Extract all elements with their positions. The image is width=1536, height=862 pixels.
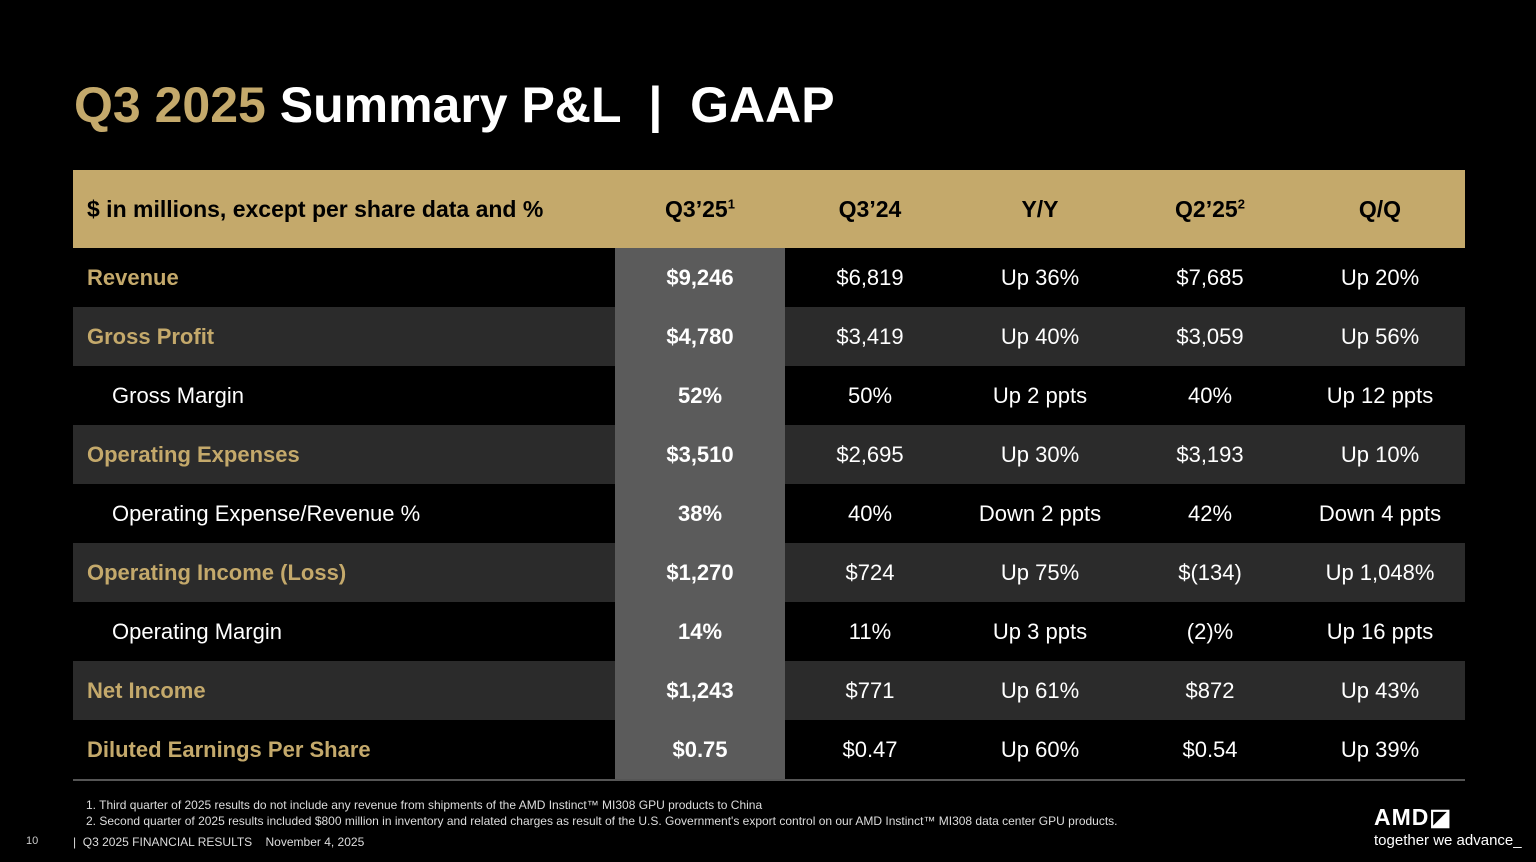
table-cell: (2)% xyxy=(1186,618,1234,644)
tagline: together we advance_ xyxy=(1374,832,1522,849)
page-title: Q3 2025 Summary P&L | GAAP xyxy=(74,76,835,134)
table-cell: $(134) xyxy=(1125,543,1295,602)
table-row: Operating Income (Loss) $1,270 $724 Up 75% $… xyxy=(73,543,1465,602)
row-label: Diluted Earnings Per Share xyxy=(73,720,615,781)
table-row: Operating Margin 14% 11% Up 3 ppts (2)% Up 16… xyxy=(73,602,1465,661)
table-header: $ in millions, except per share data and… xyxy=(73,170,1465,248)
table-cell: $1,243 xyxy=(615,661,785,720)
title-rest: Summary P&L | GAAP xyxy=(265,77,835,133)
table-cell: $724 xyxy=(785,543,955,602)
column-header-label: Y/Y xyxy=(1021,195,1059,222)
table-cell: $4,780 xyxy=(615,307,785,366)
footer-text: | Q3 2025 FINANCIAL RESULTS November 4, … xyxy=(73,835,365,849)
row-label: Gross Profit xyxy=(73,307,615,366)
table-cell: 52% xyxy=(615,366,785,425)
table-cell: $1,270 xyxy=(615,543,785,602)
table-cell: Up 2 ppts xyxy=(992,382,1088,408)
table-cell: $0.75 xyxy=(615,720,785,781)
table-cell: Up 60% xyxy=(955,720,1125,781)
column-header: Q3’251 xyxy=(615,170,785,248)
pl-table: $ in millions, except per share data and… xyxy=(73,170,1465,781)
table-cell: 11% xyxy=(848,618,892,644)
table-cell: Down 2 ppts xyxy=(978,500,1102,526)
table-row: Revenue $9,246 $6,819 Up 36% $7,685 Up 20% xyxy=(73,248,1465,307)
table-cell: Up 3 ppts xyxy=(992,618,1088,644)
row-label: Operating Expenses xyxy=(73,425,615,484)
row-label: Operating Expense/Revenue % xyxy=(112,500,421,526)
table-row: Net Income $1,243 $771 Up 61% $872 Up 43% xyxy=(73,661,1465,720)
column-header-label: Q3’24 xyxy=(838,195,902,222)
table-row: Operating Expenses $3,510 $2,695 Up 30% $3,1… xyxy=(73,425,1465,484)
table-cell: Up 36% xyxy=(1000,264,1080,290)
table-cell: $0.47 xyxy=(785,720,955,781)
column-header: Y/Y xyxy=(955,170,1125,248)
table-cell: Down 4 ppts xyxy=(1318,500,1442,526)
table-row: Gross Profit $4,780 $3,419 Up 40% $3,059 Up 5… xyxy=(73,307,1465,366)
column-header: Q/Q xyxy=(1295,170,1465,248)
table-cell: Up 43% xyxy=(1295,661,1465,720)
table-cell: Up 61% xyxy=(955,661,1125,720)
row-label: Revenue xyxy=(87,264,179,290)
table-cell: Up 20% xyxy=(1340,264,1420,290)
table-cell: Up 10% xyxy=(1295,425,1465,484)
table-cell: $2,695 xyxy=(785,425,955,484)
table-row: Gross Margin 52% 50% Up 2 ppts 40% Up 12 ppts xyxy=(73,366,1465,425)
table-cell: $872 xyxy=(1125,661,1295,720)
column-header: Q2’252 xyxy=(1125,170,1295,248)
footnote-ref: 2 xyxy=(1237,195,1245,211)
column-header-label: Q2’25 xyxy=(1175,195,1238,222)
page-number: 10 xyxy=(26,835,39,847)
table-cell: Up 75% xyxy=(955,543,1125,602)
table-row: Diluted Earnings Per Share $0.75 $0.47 Up 6… xyxy=(73,720,1465,781)
row-label: Gross Margin xyxy=(112,382,245,408)
table-cell: 50% xyxy=(847,382,893,408)
table-cell: Up 16 ppts xyxy=(1326,618,1434,644)
table-cell: 40% xyxy=(1187,382,1233,408)
table-cell: Up 56% xyxy=(1295,307,1465,366)
column-header-label: Q/Q xyxy=(1358,195,1402,222)
table-cell: $3,419 xyxy=(785,307,955,366)
footnote-1: 1. Third quarter of 2025 results do not … xyxy=(86,798,763,812)
column-header-label: Q3’25 xyxy=(665,195,728,222)
row-label: Operating Margin xyxy=(112,618,282,644)
table-cell: Up 12 ppts xyxy=(1326,382,1434,408)
logo-text: AMD xyxy=(1374,804,1430,830)
table-cell: Up 1,048% xyxy=(1295,543,1465,602)
footnote-2: 2. Second quarter of 2025 results includ… xyxy=(86,814,1118,828)
column-header: Q3’24 xyxy=(785,170,955,248)
table-cell: $9,246 xyxy=(615,248,785,307)
table-cell: 42% xyxy=(1187,500,1233,526)
table-cell: $3,059 xyxy=(1125,307,1295,366)
table-cell: $771 xyxy=(785,661,955,720)
amd-logo: AMD◪ xyxy=(1374,804,1452,831)
table-cell: Up 39% xyxy=(1295,720,1465,781)
table-cell: Up 40% xyxy=(955,307,1125,366)
row-label: Operating Income (Loss) xyxy=(73,543,615,602)
column-header: $ in millions, except per share data and… xyxy=(73,170,615,248)
table-cell: $7,685 xyxy=(1176,264,1244,290)
row-label: Net Income xyxy=(73,661,615,720)
amd-arrow-icon: ◪ xyxy=(1429,804,1453,830)
table-cell: 14% xyxy=(615,602,785,661)
table-cell: Up 30% xyxy=(955,425,1125,484)
table-cell: $0.54 xyxy=(1125,720,1295,781)
column-header-label: $ in millions, except per share data and… xyxy=(87,195,544,222)
table-cell: $6,819 xyxy=(836,264,904,290)
table-cell: $3,510 xyxy=(615,425,785,484)
table-cell: $3,193 xyxy=(1125,425,1295,484)
table-row: Operating Expense/Revenue % 38% 40% Down 2 … xyxy=(73,484,1465,543)
footnote-ref: 1 xyxy=(727,195,735,211)
title-highlight: Q3 2025 xyxy=(74,77,266,133)
table-cell: 40% xyxy=(847,500,893,526)
table-cell: 38% xyxy=(615,484,785,543)
